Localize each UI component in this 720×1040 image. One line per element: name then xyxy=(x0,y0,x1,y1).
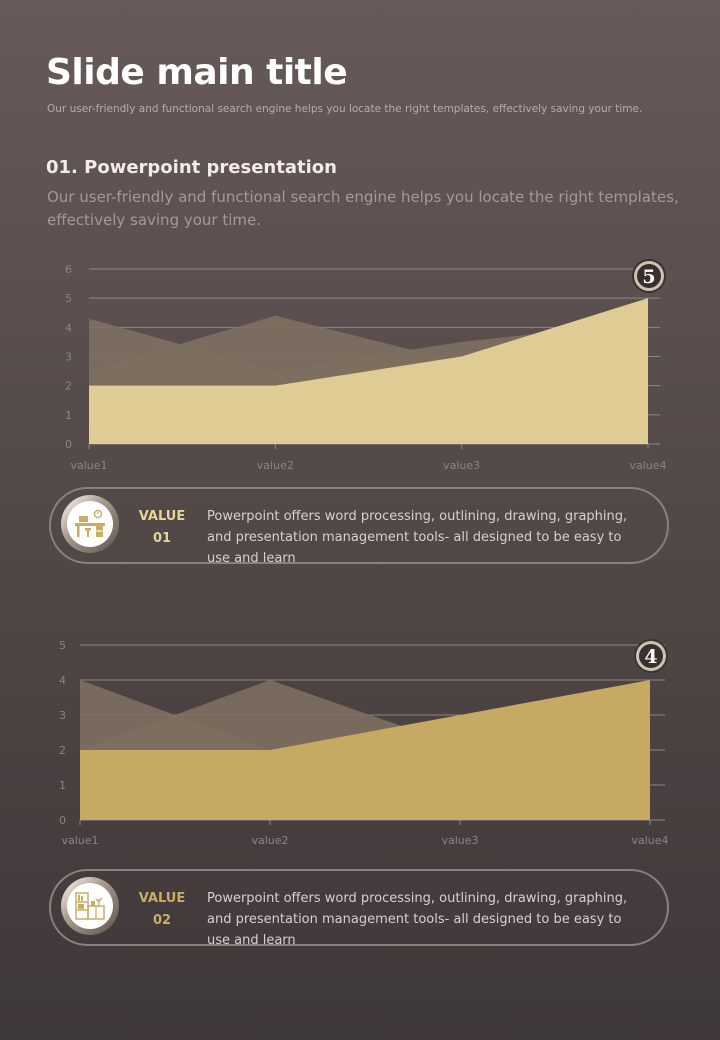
y-tick-label: 5 xyxy=(59,639,66,652)
value-card-text: Powerpoint offers word processing, outli… xyxy=(207,509,628,566)
y-tick-label: 3 xyxy=(59,709,66,722)
value-label-2: VALUE 02 xyxy=(131,888,193,932)
value-badge: 4 xyxy=(634,639,668,673)
value-label-number: 01 xyxy=(152,531,172,546)
x-tick-label: value1 xyxy=(70,459,107,472)
y-tick-label: 4 xyxy=(65,321,72,334)
x-tick-label: value4 xyxy=(629,459,666,472)
value-label-number: 02 xyxy=(152,913,172,928)
page-subtitle: Our user-friendly and functional search … xyxy=(47,103,643,115)
x-tick-label: value3 xyxy=(443,459,480,472)
badge-core xyxy=(637,264,661,288)
value-label-title: VALUE xyxy=(138,891,186,906)
y-tick-label: 3 xyxy=(65,351,72,364)
value-card-2: VALUE 02 Powerpoint offers word processi… xyxy=(49,869,669,948)
y-tick-label: 1 xyxy=(59,779,66,792)
desk-icon xyxy=(75,509,105,537)
x-tick-label: value1 xyxy=(61,834,98,847)
y-tick-label: 2 xyxy=(59,744,66,757)
x-tick-label: value2 xyxy=(251,834,288,847)
bookshelf-icon xyxy=(75,892,105,920)
y-tick-label: 5 xyxy=(65,292,72,305)
value-label-title: VALUE xyxy=(138,509,186,524)
y-tick-label: 1 xyxy=(65,409,72,422)
y-tick-label: 0 xyxy=(59,814,66,827)
value-card-1: VALUE 01 Powerpoint offers word processi… xyxy=(49,487,669,566)
value-badge: 5 xyxy=(632,259,666,293)
value-card-text: Powerpoint offers word processing, outli… xyxy=(207,891,628,948)
x-tick-label: value4 xyxy=(631,834,668,847)
y-tick-label: 6 xyxy=(65,263,72,276)
icon-badge xyxy=(61,495,119,553)
x-tick-label: value3 xyxy=(441,834,478,847)
area-chart-1: 0 1 2 3 4 5 6 value1 value2 value3 value4 5 xyxy=(65,259,667,472)
icon-badge xyxy=(61,877,119,935)
area-series-3 xyxy=(89,298,648,444)
y-tick-label: 4 xyxy=(59,674,66,687)
x-tick-label: value2 xyxy=(257,459,294,472)
area-series-3 xyxy=(80,680,650,820)
y-tick-label: 2 xyxy=(65,380,72,393)
section-description: Our user-friendly and functional search … xyxy=(47,188,679,229)
y-tick-label: 0 xyxy=(65,438,72,451)
page-title: Slide main title xyxy=(46,52,348,93)
value-label-1: VALUE 01 xyxy=(131,506,193,550)
section-title: 01. Powerpoint presentation xyxy=(46,157,337,178)
badge-label: 4 xyxy=(644,646,657,668)
badge-label: 5 xyxy=(642,266,655,288)
badge-core xyxy=(639,644,663,668)
area-chart-2: 0 1 2 3 4 5 value1 value2 value3 value4 4 xyxy=(59,639,669,847)
